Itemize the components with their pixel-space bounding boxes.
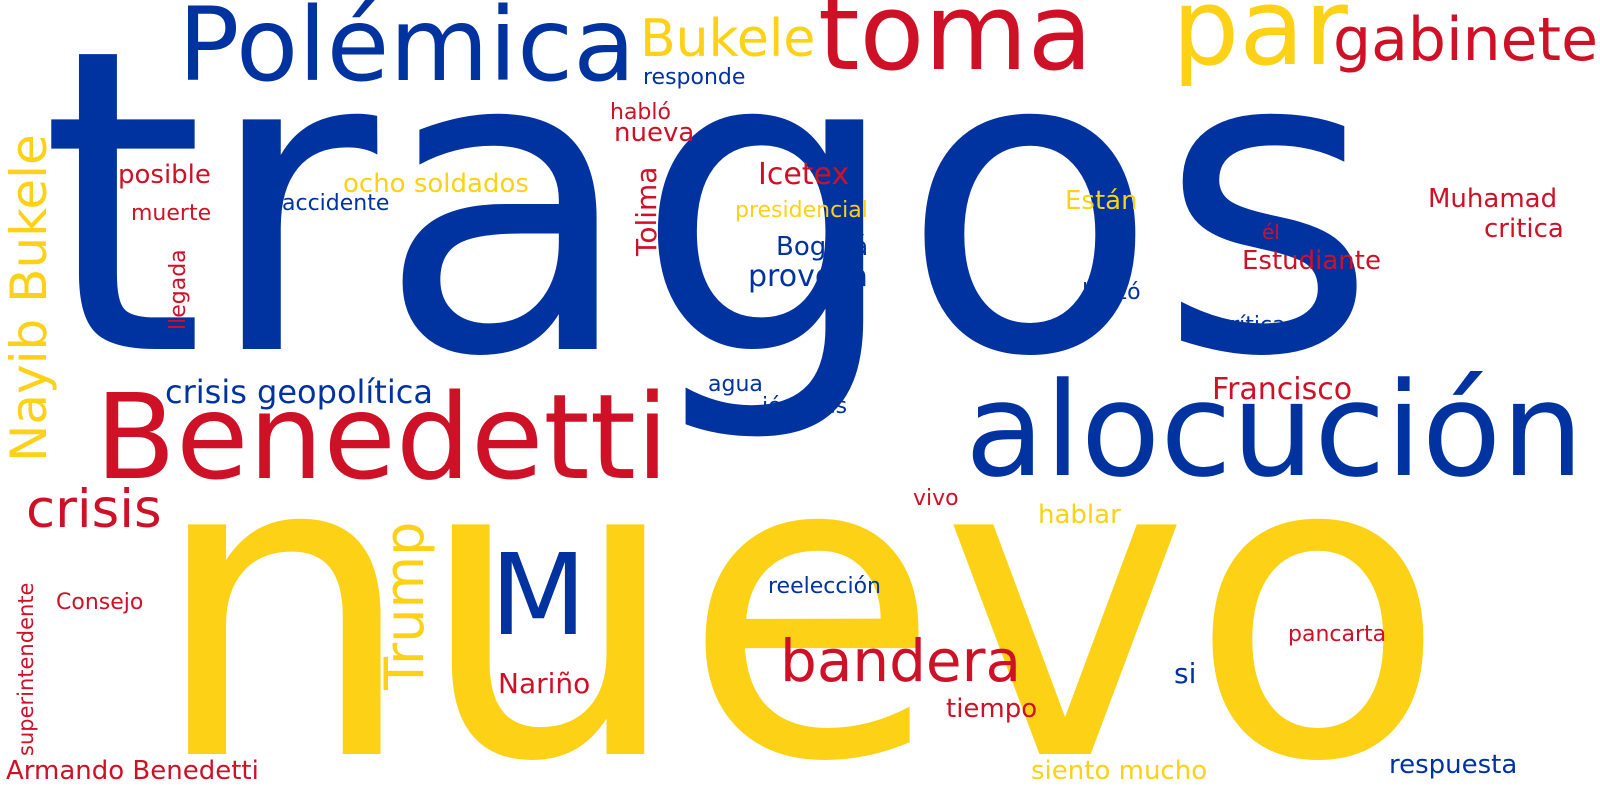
word-bogota: Bogotá [776,232,869,262]
word-hablar: hablar [1038,500,1121,530]
word-crisis: crisis [26,479,162,540]
word-francisco: Francisco [1212,372,1353,407]
word-hablo: habló [610,100,671,125]
word-muerte: muerte [131,201,212,226]
word-icetex: Icetex [758,157,850,192]
word-presidencial: presidencial [735,198,868,223]
word-posible: posible [118,160,211,190]
word-critica-accent: crítica [1218,313,1286,338]
word-narino: Nariño [498,667,591,700]
word-accidente: accidente [282,191,390,216]
word-siento-mucho: siento mucho [1031,756,1208,786]
word-bukele: Bukele [640,9,816,69]
word-lanzo: lanzó [1082,280,1141,305]
word-par: par [1172,0,1348,89]
word-alocucion: alocución [965,354,1584,506]
word-llegada: llegada [166,249,191,330]
word-provoca: provoca [748,259,869,294]
word-superintendente: superintendente [14,582,38,756]
word-tolima: Tolima [630,166,663,256]
word-el: él [1262,220,1280,244]
word-muhamad: Muhamad [1428,184,1558,214]
word-responde: responde [643,65,746,90]
word-nueva: nueva [614,118,695,148]
word-crisis-geopolitica: crisis geopolítica [165,373,433,411]
word-respuesta: respuesta [1389,750,1518,780]
word-m: M [490,531,587,661]
word-vivo: vivo [913,486,959,511]
word-estudiante: Estudiante [1242,246,1381,276]
word-reeleccion: reelección [768,574,881,599]
word-toma: toma [818,0,1093,94]
word-gabinete: gabinete [1333,5,1598,75]
word-si: si [1174,657,1197,690]
word-nayib-bukele: Nayib Bukele [0,134,58,462]
word-pancarta: pancarta [1288,622,1387,647]
word-jovenes: jóvenes [762,394,848,419]
word-trump: Trump [373,521,436,690]
word-critica-lower: critica [1484,214,1564,244]
word-polemica: Polémica [178,0,636,105]
word-tragos: tragos [40,0,1378,449]
word-ocho-soldados: ocho soldados [343,169,529,199]
word-bandera: bandera [780,627,1022,695]
word-tiempo: tiempo [946,694,1038,724]
word-estan: Están [1065,186,1138,216]
word-agua: agua [708,372,763,397]
word-benedetti: Benedetti [95,368,669,506]
word-consejo: Consejo [56,590,144,615]
word-nuevo: nuevo [150,365,1447,800]
word-armando-benedetti: Armando Benedetti [6,756,259,786]
